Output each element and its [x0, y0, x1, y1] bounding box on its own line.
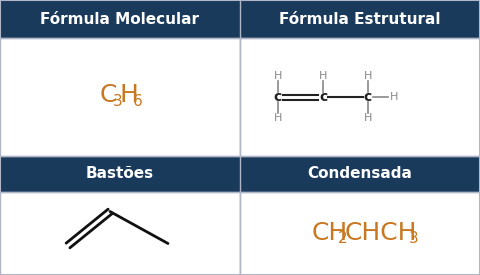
Text: H: H: [319, 71, 327, 81]
Text: Condensada: Condensada: [308, 166, 412, 182]
Text: H: H: [274, 113, 282, 123]
Text: Bastões: Bastões: [86, 166, 154, 182]
Bar: [0, 156, 240, 192]
Text: H: H: [364, 113, 372, 123]
Text: 2: 2: [338, 231, 348, 246]
Text: 3: 3: [113, 94, 123, 109]
Bar: [240, 0, 480, 38]
Text: H: H: [364, 71, 372, 81]
Text: CH: CH: [312, 221, 348, 244]
Text: H: H: [274, 71, 282, 81]
Text: 3: 3: [409, 231, 419, 246]
Bar: [0, 0, 240, 38]
Text: H: H: [390, 92, 398, 102]
Bar: [0, 192, 240, 275]
Text: H: H: [119, 83, 138, 107]
Text: C: C: [100, 83, 118, 107]
Text: c: c: [364, 90, 372, 104]
Text: CHCH: CHCH: [345, 221, 418, 244]
Text: Fórmula Molecular: Fórmula Molecular: [40, 12, 200, 26]
Bar: [240, 156, 480, 192]
Bar: [240, 192, 480, 275]
Text: c: c: [274, 90, 282, 104]
Text: 6: 6: [133, 94, 143, 109]
Bar: [240, 38, 480, 156]
Text: Fórmula Estrutural: Fórmula Estrutural: [279, 12, 441, 26]
Bar: [0, 38, 240, 156]
Text: c: c: [319, 90, 327, 104]
